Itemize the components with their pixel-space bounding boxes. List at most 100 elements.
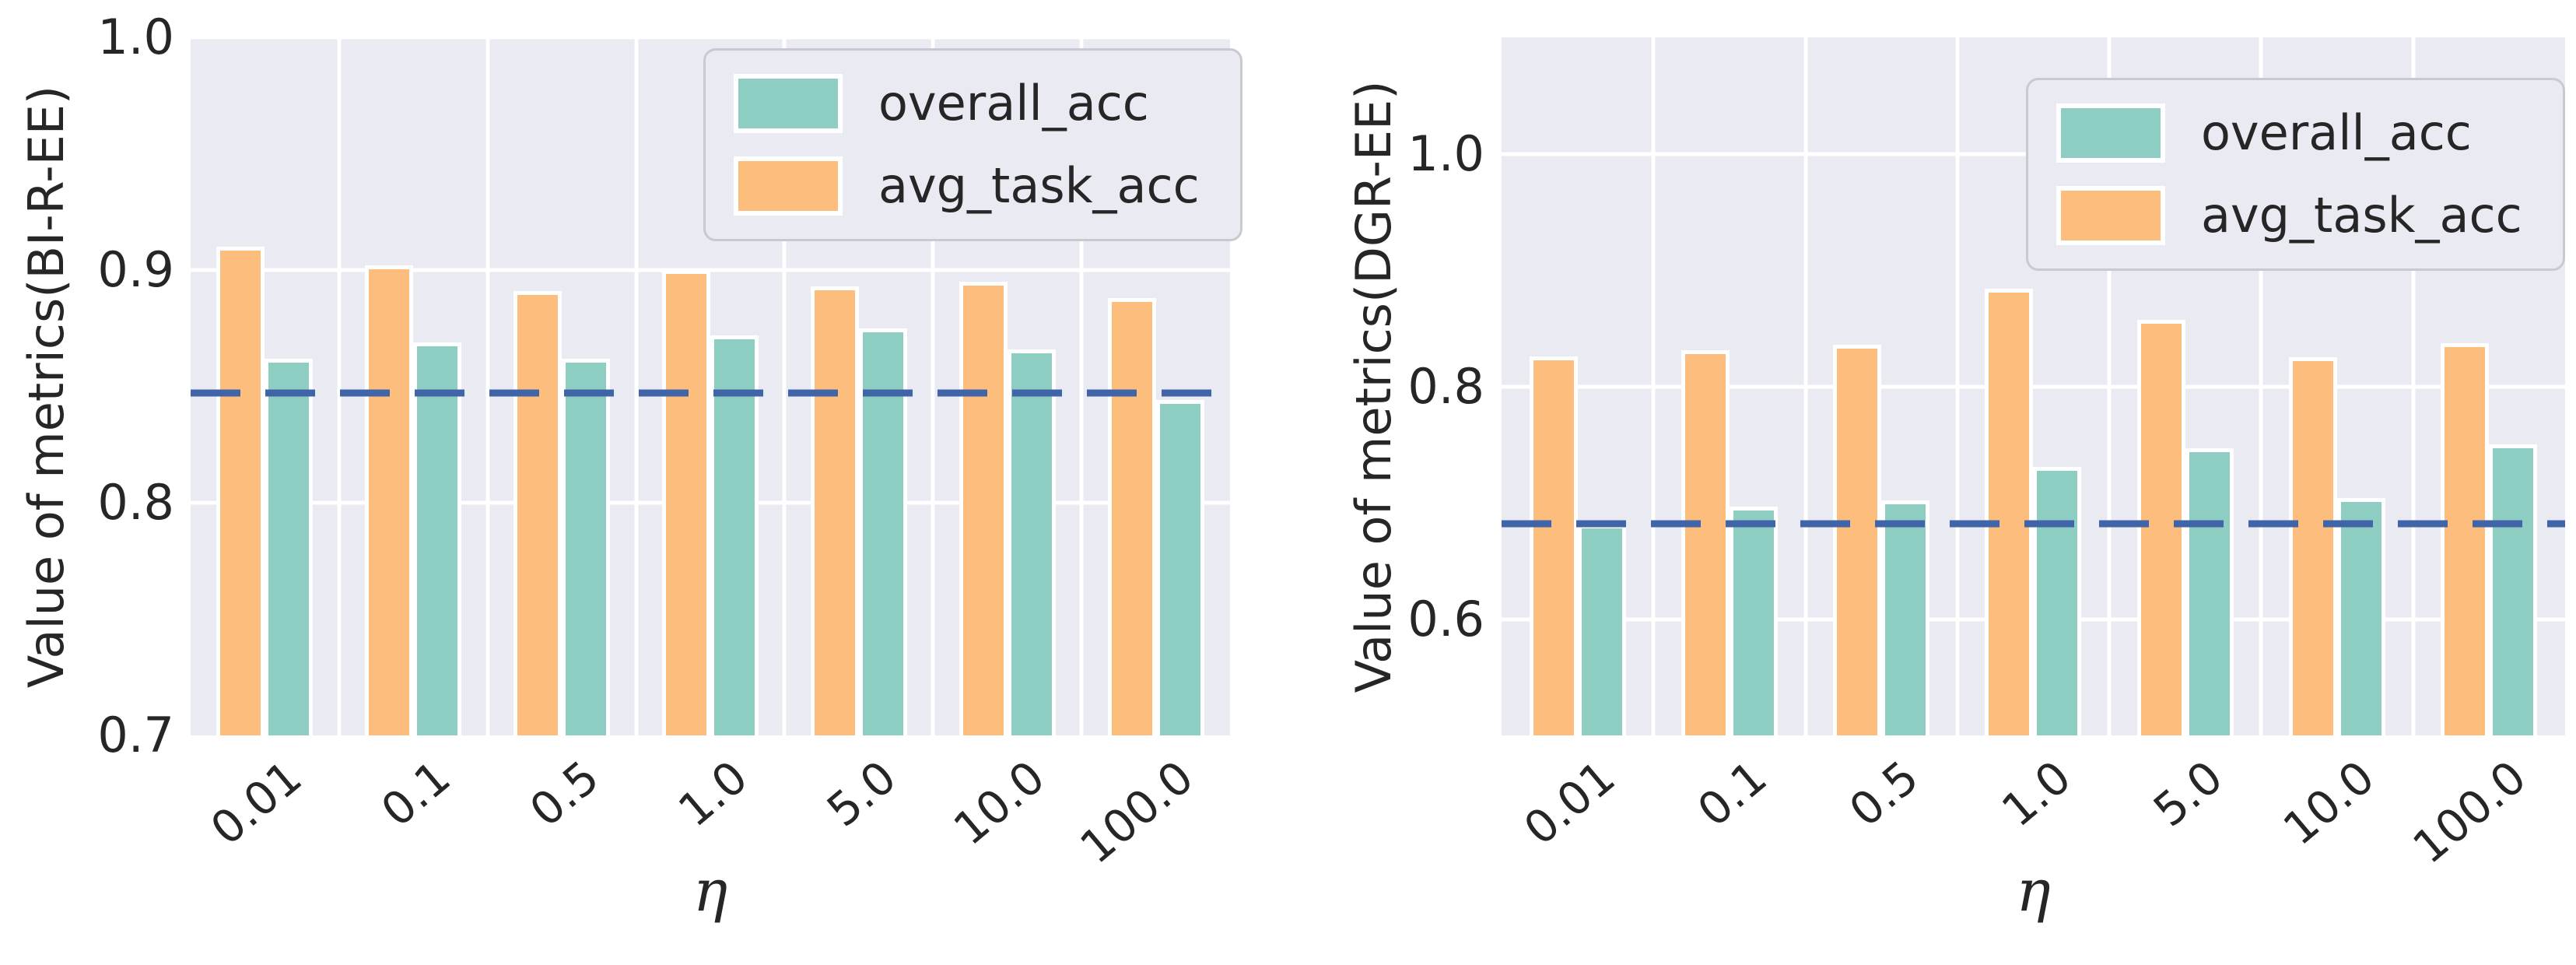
bar-group <box>1806 37 1957 735</box>
gridline-vertical <box>634 37 639 735</box>
gridline-vertical <box>337 37 342 735</box>
bar-group <box>1081 37 1230 735</box>
x-tick-label: 0.01 <box>1513 750 1625 856</box>
x-tick-label: 100.0 <box>1070 750 1204 874</box>
bar-avg_task_acc <box>1833 344 1882 735</box>
bar-avg_task_acc <box>661 270 710 735</box>
y-tick-label: 1.0 <box>97 9 174 65</box>
gridline-vertical <box>485 37 490 735</box>
y-axis-ticks: 1.0 0.8 0.6 <box>1288 37 1484 735</box>
legend-swatch-avg-task-acc <box>2056 186 2165 245</box>
legend-item: overall_acc <box>2056 104 2522 163</box>
y-axis-ticks: 1.0 0.9 0.8 0.7 <box>0 13 174 760</box>
bar-overall_acc <box>1729 506 1778 735</box>
y-tick-label: 0.7 <box>97 707 174 763</box>
y-tick-label: 0.9 <box>97 241 174 298</box>
x-tick-label: 0.1 <box>371 750 461 837</box>
gridline-vertical <box>782 37 787 735</box>
legend-swatch-overall-acc <box>2056 104 2165 163</box>
bar-overall_acc <box>710 335 759 735</box>
bar-avg_task_acc <box>1985 288 2034 735</box>
x-axis-ticks: 0.01 0.1 0.5 1.0 5.0 10.0 100.0 <box>1502 749 2565 874</box>
chart-dgr-ee: Value of metrics(DGR-EE) 1.0 0.8 0.6 0.01 0… <box>1288 0 2576 965</box>
chart-bi-r-ee: Value of metrics(BI-R-EE) 1.0 0.9 0.8 0.7 0… <box>0 13 1242 925</box>
bar-group <box>2109 37 2261 735</box>
bar-overall_acc <box>2185 447 2234 735</box>
baseline-dashed-line <box>191 389 1230 397</box>
gridline-vertical <box>1803 37 1808 735</box>
bar-group <box>636 37 785 735</box>
legend: overall_acc avg_task_acc <box>703 48 1242 241</box>
bar-avg_task_acc <box>959 281 1008 735</box>
bar-avg_task_acc <box>2136 320 2185 735</box>
gridline-vertical <box>1651 37 1656 735</box>
bar-group <box>339 37 488 735</box>
gridline-horizontal <box>191 37 1230 40</box>
bar-avg_task_acc <box>1107 297 1156 735</box>
bar-overall_acc <box>1577 525 1626 735</box>
bar-group <box>2261 37 2413 735</box>
bar-overall_acc <box>562 358 611 735</box>
bar-avg_task_acc <box>2441 343 2490 735</box>
legend-label: avg_task_acc <box>2201 187 2522 244</box>
bar-group <box>191 37 339 735</box>
legend: overall_acc avg_task_acc <box>2026 78 2565 271</box>
y-tick-label: 0.8 <box>97 474 174 531</box>
y-tick-label: 0.8 <box>1407 357 1484 415</box>
bar-overall_acc <box>265 358 314 735</box>
bar-group <box>488 37 636 735</box>
gridline-vertical <box>1079 37 1084 735</box>
baseline-dashed-line <box>1502 520 2565 528</box>
bar-group <box>933 37 1081 735</box>
bar-overall_acc <box>1881 500 1930 735</box>
bar-avg_task_acc <box>810 286 859 735</box>
bar-overall_acc <box>2489 444 2538 735</box>
y-tick-label: 0.6 <box>1407 590 1484 647</box>
x-tick-label: 1.0 <box>668 750 758 837</box>
x-axis-ticks: 0.01 0.1 0.5 1.0 5.0 10.0 100.0 <box>191 749 1230 874</box>
x-tick-label: 5.0 <box>816 750 906 837</box>
bar-avg_task_acc <box>2289 357 2338 735</box>
x-tick-label: 0.5 <box>1839 750 1929 837</box>
x-tick-label: 100.0 <box>2403 750 2536 874</box>
legend-item: overall_acc <box>734 74 1200 133</box>
gridline-vertical <box>2107 37 2112 735</box>
legend-swatch-overall-acc <box>734 74 843 133</box>
bar-overall_acc <box>2033 466 2082 735</box>
bar-group <box>1653 37 1805 735</box>
gridline-horizontal <box>1502 384 2565 388</box>
bar-group <box>2413 37 2565 735</box>
x-axis-label: η <box>2016 858 2051 925</box>
bar-avg_task_acc <box>1681 350 1730 735</box>
x-axis-label: η <box>692 858 728 925</box>
gridline-vertical <box>2411 37 2416 735</box>
x-tick-label: 10.0 <box>2273 750 2385 856</box>
gridline-horizontal <box>191 268 1230 272</box>
x-tick-label: 0.01 <box>201 750 312 856</box>
x-tick-label: 0.1 <box>1688 750 1777 837</box>
bar-group <box>1502 37 1653 735</box>
bar-avg_task_acc <box>513 290 563 735</box>
legend-label: overall_acc <box>2201 104 2472 161</box>
x-tick-label: 10.0 <box>943 750 1055 856</box>
legend-swatch-avg-task-acc <box>734 156 843 216</box>
y-tick-label: 1.0 <box>1407 125 1484 182</box>
bar-group <box>1957 37 2109 735</box>
bar-avg_task_acc <box>216 247 265 735</box>
plot-area <box>1502 37 2565 735</box>
legend-item: avg_task_acc <box>734 156 1200 216</box>
bar-overall_acc <box>1007 349 1056 735</box>
x-tick-label: 0.5 <box>520 750 609 837</box>
x-tick-label: 5.0 <box>2143 750 2233 837</box>
bar-overall_acc <box>1155 400 1204 735</box>
gridline-vertical <box>2259 37 2263 735</box>
gridline-vertical <box>1955 37 1960 735</box>
bar-avg_task_acc <box>1529 356 1578 735</box>
bar-overall_acc <box>2337 498 2386 735</box>
bar-overall_acc <box>413 342 462 735</box>
legend-label: overall_acc <box>878 75 1149 132</box>
x-tick-label: 1.0 <box>1991 750 2080 837</box>
bar-avg_task_acc <box>365 265 414 735</box>
legend-item: avg_task_acc <box>2056 186 2522 245</box>
